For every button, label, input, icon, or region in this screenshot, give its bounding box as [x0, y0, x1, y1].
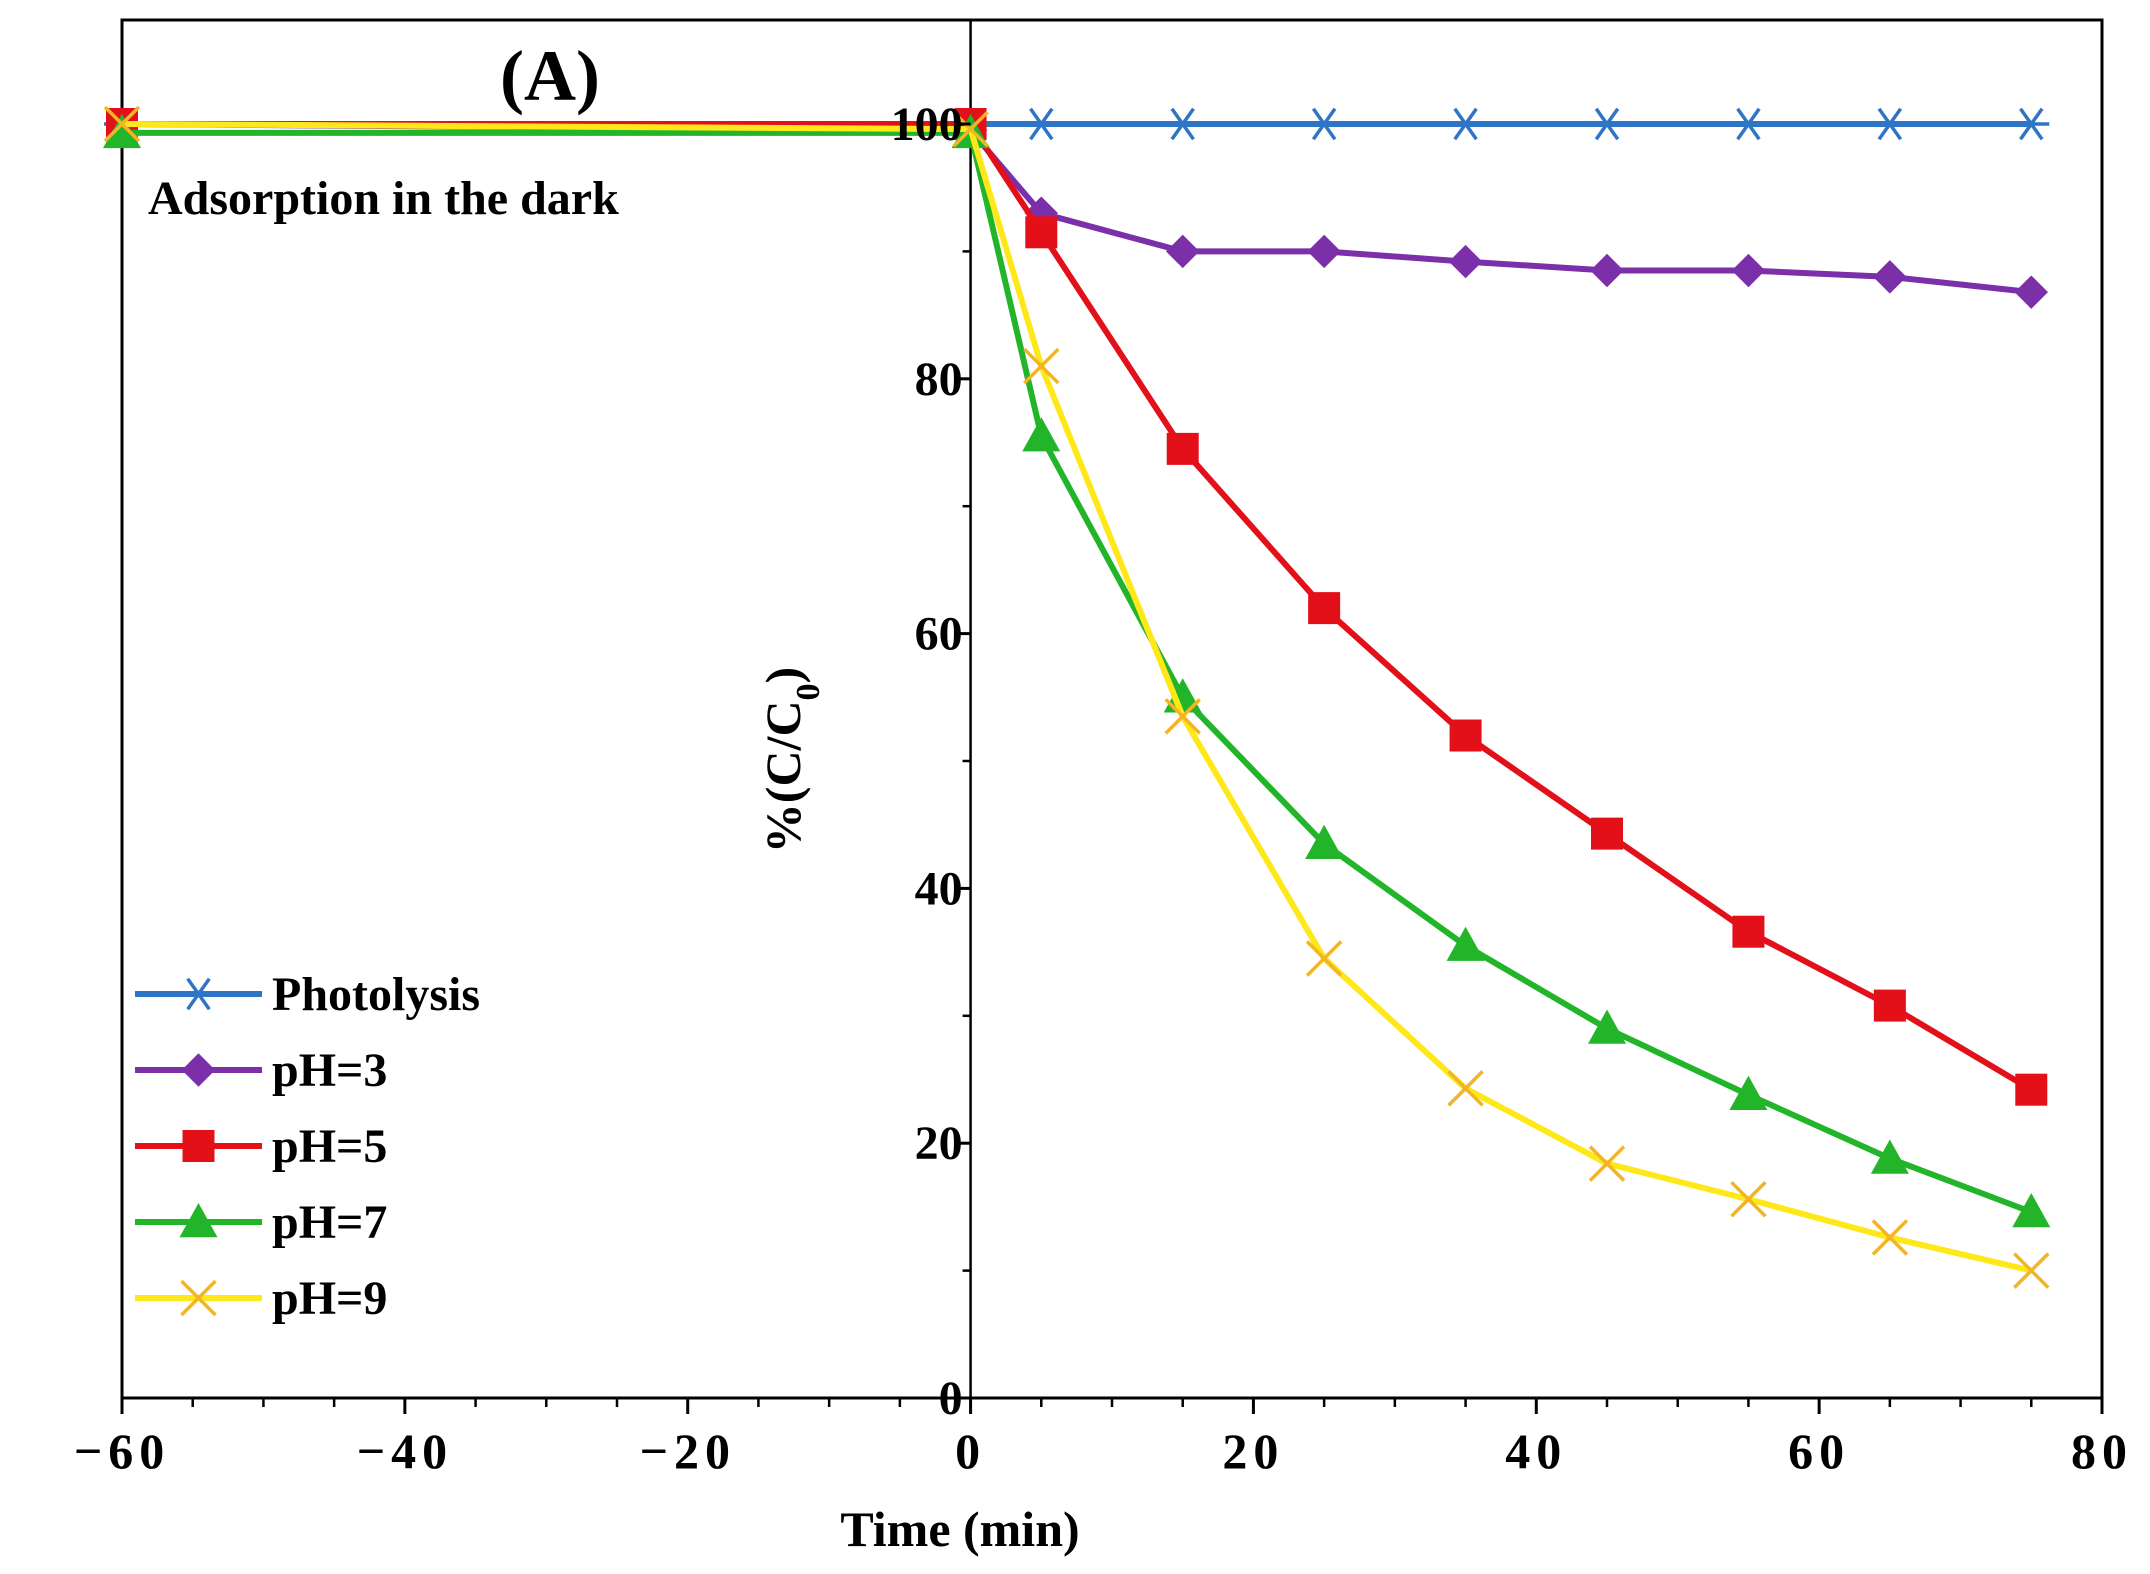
marker-diamond [181, 1053, 216, 1087]
marker-square [1449, 719, 1482, 752]
series-line [121, 121, 2032, 1274]
marker-x [103, 105, 141, 143]
marker-triangle [1163, 678, 1202, 713]
legend-entry: pH=3 [135, 1044, 387, 1097]
marker-square [1732, 915, 1765, 948]
y-tick-label: 80 [915, 353, 963, 406]
marker-x [1305, 940, 1343, 977]
marker-triangle [1022, 417, 1061, 452]
x-tick-label: 20 [1222, 1423, 1284, 1479]
y-axis-title: %(C/C0) [755, 667, 827, 853]
marker-square [1308, 592, 1341, 625]
y-tick-label: 40 [915, 862, 963, 915]
legend-entry: pH=9 [135, 1272, 387, 1325]
x-tick-label: 40 [1505, 1423, 1567, 1479]
legend-entry: pH=7 [135, 1196, 387, 1249]
legend: Photolysis pH=3 pH=5 pH=7 pH=9 [135, 968, 480, 1325]
series-ph-9 [103, 105, 2050, 1289]
y-tick-label: 60 [915, 608, 963, 661]
marker-square [2015, 1073, 2048, 1106]
marker-triangle [2012, 1192, 2051, 1228]
series-line [122, 129, 2033, 1215]
legend-label: pH=7 [272, 1196, 387, 1249]
marker-triangle [1588, 1009, 1626, 1044]
marker-x [1588, 1145, 1626, 1182]
x-tick-label: 80 [2071, 1423, 2133, 1479]
marker-diamond [2014, 275, 2048, 309]
series-group [103, 105, 2051, 1289]
marker-asterisk [1164, 107, 1201, 141]
y-tick-label: 100 [891, 98, 963, 151]
series-ph-5 [106, 108, 2048, 1106]
plot-frame [120, 18, 2104, 1400]
y-axis-title-subscript: 0 [790, 683, 827, 700]
marker-asterisk [2013, 107, 2050, 141]
legend-entry: Photolysis [135, 968, 480, 1021]
marker-x [2013, 1252, 2050, 1289]
annotation-text: Adsorption in the dark [148, 172, 619, 225]
marker-x [1447, 1070, 1484, 1107]
marker-diamond [1166, 234, 1200, 269]
axis-ticks [120, 122, 2104, 1414]
marker-x [180, 1279, 217, 1317]
x-tick-label: 60 [1788, 1423, 1850, 1479]
x-tick-label: −20 [639, 1423, 736, 1479]
marker-triangle [103, 113, 141, 149]
marker-asterisk [1023, 107, 1060, 141]
marker-diamond [1307, 234, 1341, 269]
y-axis-title-prefix: %(C/C [755, 700, 811, 853]
marker-asterisk [1589, 107, 1625, 141]
x-axis-title: Time (min) [840, 1501, 1079, 1557]
marker-square [182, 1130, 215, 1162]
x-tick-label: −40 [357, 1423, 454, 1479]
marker-asterisk [180, 977, 217, 1011]
series-line [122, 121, 2033, 1093]
marker-triangle [1446, 926, 1485, 961]
marker-square [1591, 817, 1623, 850]
marker-square [1166, 432, 1199, 465]
marker-square [1025, 216, 1058, 249]
marker-triangle [1870, 1139, 1909, 1174]
y-axis-title-suffix: ) [755, 667, 811, 684]
marker-asterisk [1447, 107, 1484, 141]
marker-triangle [1305, 824, 1344, 860]
marker-triangle [1729, 1075, 1768, 1110]
marker-asterisk [1871, 107, 1908, 141]
chart-text: (A) Adsorption in the dark Time (min) %(… [74, 36, 2133, 1557]
marker-diamond [1731, 253, 1766, 288]
marker-x [1023, 347, 1060, 385]
legend-label: pH=5 [272, 1120, 387, 1173]
marker-asterisk [1730, 107, 1767, 141]
series-ph-7 [103, 113, 2051, 1228]
x-tick-label: 0 [955, 1423, 986, 1479]
panel-label: (A) [500, 36, 600, 116]
y-tick-label: 20 [915, 1117, 963, 1170]
marker-triangle [179, 1203, 218, 1238]
series-line [121, 121, 2032, 296]
y-tick-label: 0 [939, 1372, 963, 1425]
marker-x [1164, 698, 1201, 735]
legend-label: pH=9 [272, 1272, 387, 1325]
x-tick-label: −60 [74, 1423, 171, 1479]
legend-label: pH=3 [272, 1044, 387, 1097]
legend-label: Photolysis [272, 968, 480, 1021]
marker-x [1871, 1219, 1909, 1256]
marker-x [1730, 1181, 1767, 1218]
plot-border [120, 18, 2104, 1400]
marker-diamond [1448, 244, 1483, 279]
marker-diamond [1590, 253, 1624, 288]
marker-asterisk [1306, 107, 1343, 141]
legend-entry: pH=5 [135, 1120, 387, 1173]
marker-square [1873, 989, 1906, 1022]
marker-diamond [1873, 260, 1907, 294]
marker-x [952, 110, 989, 148]
